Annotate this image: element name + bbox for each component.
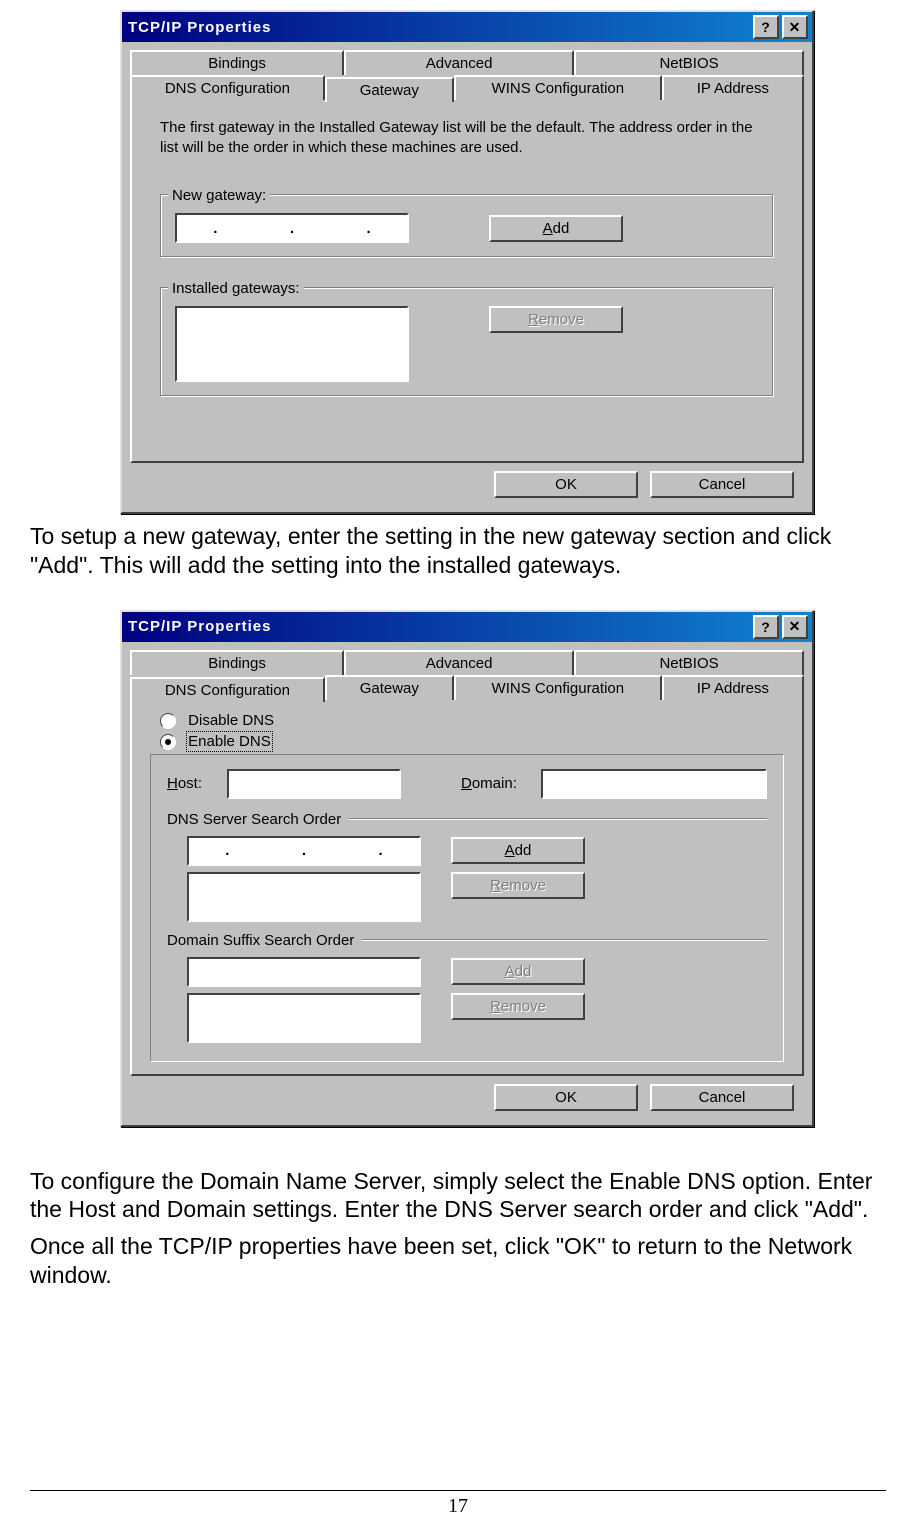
tab-gateway[interactable]: Gateway [325,675,454,700]
paragraph-1: To setup a new gateway, enter the settin… [30,522,886,580]
titlebar[interactable]: TCP/IP Properties ? ✕ [122,12,812,42]
tcpip-dialog-gateway: TCP/IP Properties ? ✕ Bindings Advanced … [120,10,814,514]
installed-gateways-group: Installed gateways: Remove [160,270,774,397]
dns-remove-button[interactable]: Remove [451,872,585,899]
host-input[interactable] [227,769,401,799]
new-gateway-group: New gateway: ... Add [160,177,774,258]
dns-order-label: DNS Server Search Order [167,811,767,828]
window-title: TCP/IP Properties [128,618,750,635]
tab-netbios[interactable]: NetBIOS [574,650,804,675]
cancel-button[interactable]: Cancel [650,471,794,498]
tab-advanced[interactable]: Advanced [344,50,574,75]
add-button[interactable]: Add [489,215,623,242]
paragraph-3: Once all the TCP/IP properties have been… [30,1232,886,1290]
dialog-body: Bindings Advanced NetBIOS DNS Configurat… [122,642,812,1125]
page-number: 17 [20,1495,896,1518]
tab-ip[interactable]: IP Address [662,75,804,100]
footer-rule [30,1490,886,1491]
suffix-input[interactable] [187,957,421,987]
suffix-list[interactable] [187,993,421,1043]
dns-add-button[interactable]: Add [451,837,585,864]
tab-gateway[interactable]: Gateway [325,77,454,102]
new-gateway-label: New gateway: [168,187,270,204]
close-button[interactable]: ✕ [782,615,808,639]
enable-dns-label: Enable DNS [188,733,271,750]
help-button[interactable]: ? [753,15,779,39]
tab-dns[interactable]: DNS Configuration [130,677,325,702]
suffix-order-label: Domain Suffix Search Order [167,932,767,949]
host-label: Host: [167,775,217,792]
installed-gateways-label: Installed gateways: [168,280,304,297]
tab-ip[interactable]: IP Address [662,675,804,700]
suffix-add-button[interactable]: Add [451,958,585,985]
titlebar[interactable]: TCP/IP Properties ? ✕ [122,612,812,642]
dialog-body: Bindings Advanced NetBIOS DNS Configurat… [122,42,812,512]
dns-list[interactable] [187,872,421,922]
suffix-remove-button[interactable]: Remove [451,993,585,1020]
radio-icon [160,734,176,750]
tab-strip: Bindings Advanced NetBIOS DNS Configurat… [130,650,804,700]
window-title: TCP/IP Properties [128,19,750,36]
tab-dns[interactable]: DNS Configuration [130,75,325,100]
dns-ip-input[interactable]: ... [187,836,421,866]
remove-button[interactable]: Remove [489,306,623,333]
cancel-button[interactable]: Cancel [650,1084,794,1111]
tab-bindings[interactable]: Bindings [130,50,344,75]
tab-bindings[interactable]: Bindings [130,650,344,675]
close-button[interactable]: ✕ [782,15,808,39]
disable-dns-label: Disable DNS [188,712,274,729]
new-gateway-ip-input[interactable]: ... [175,213,409,243]
tab-strip: Bindings Advanced NetBIOS DNS Configurat… [130,50,804,100]
disable-dns-option[interactable]: Disable DNS [160,712,784,729]
installed-gateways-list[interactable] [175,306,409,382]
dialog-button-row: OK Cancel [130,1078,804,1117]
gateway-panel: The first gateway in the Installed Gatew… [130,98,804,463]
dns-settings-group: Host: Domain: DNS Server Search Order ..… [150,754,784,1062]
help-button[interactable]: ? [753,615,779,639]
ok-button[interactable]: OK [494,471,638,498]
tab-wins[interactable]: WINS Configuration [454,75,662,100]
tab-wins[interactable]: WINS Configuration [454,675,662,700]
radio-icon [160,713,176,729]
domain-input[interactable] [541,769,767,799]
tcpip-dialog-dns: TCP/IP Properties ? ✕ Bindings Advanced … [120,610,814,1127]
dns-panel: Disable DNS Enable DNS Host: Domain: DNS… [130,698,804,1076]
domain-label: Domain: [461,775,531,792]
ok-button[interactable]: OK [494,1084,638,1111]
tab-advanced[interactable]: Advanced [344,650,574,675]
enable-dns-option[interactable]: Enable DNS [160,733,784,750]
tab-netbios[interactable]: NetBIOS [574,50,804,75]
dialog-button-row: OK Cancel [130,465,804,504]
paragraph-2: To configure the Domain Name Server, sim… [30,1167,886,1225]
gateway-description: The first gateway in the Installed Gatew… [160,118,774,157]
